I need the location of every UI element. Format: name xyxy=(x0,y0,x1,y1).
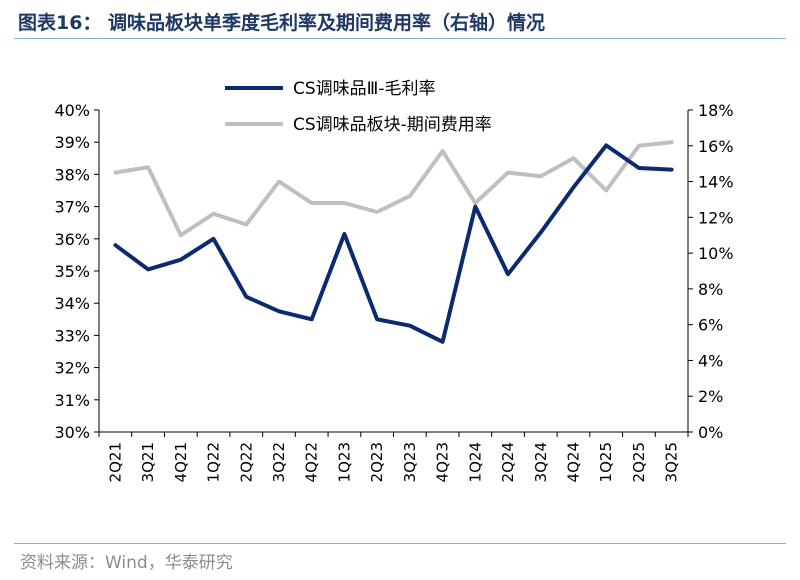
y-left-tick-label: 39% xyxy=(54,133,90,152)
y-right-tick-label: 10% xyxy=(698,244,734,263)
y-left-tick-label: 35% xyxy=(54,262,90,281)
x-tick-label: 4Q21 xyxy=(172,442,190,482)
y-left-tick-label: 33% xyxy=(54,326,90,345)
y-left-tick-label: 30% xyxy=(54,423,90,442)
y-left-tick-label: 31% xyxy=(54,391,90,410)
chart-title: 图表16： 调味品板块单季度毛利率及期间费用率（右轴）情况 xyxy=(18,12,546,34)
y-right-tick-label: 0% xyxy=(698,423,723,442)
bottom-divider xyxy=(14,543,786,544)
x-tick-label: 2Q22 xyxy=(237,442,255,482)
x-tick-label: 2Q24 xyxy=(499,442,517,482)
x-tick-label: 3Q25 xyxy=(663,442,681,482)
x-tick-label: 2Q25 xyxy=(630,442,648,482)
y-left-tick-label: 36% xyxy=(54,230,90,249)
x-tick-label: 2Q21 xyxy=(106,442,124,482)
axes-group: 30% 31% 32% 33% 34% 35% 36% 37% 38% 39% 40% 0% 2% 4% 6… xyxy=(54,101,733,482)
series-line-expense-ratio xyxy=(113,140,674,238)
x-tick-label: 4Q22 xyxy=(303,442,321,482)
y-right-tick-label: 8% xyxy=(698,280,723,299)
y-left-tick-label: 37% xyxy=(54,198,90,217)
y-left-tick-label: 40% xyxy=(54,101,90,120)
series-group xyxy=(113,140,674,344)
legend: CS调味品Ⅲ-毛利率 CS调味品板块-期间费用率 xyxy=(225,79,492,135)
x-tick-label: 2Q23 xyxy=(368,442,386,482)
series-line-gross-margin xyxy=(113,143,674,344)
source-note: 资料来源：Wind，华泰研究 xyxy=(20,553,233,573)
y-right-tick-label: 14% xyxy=(698,173,734,192)
y-right-tick-label: 16% xyxy=(698,137,734,156)
x-tick-label: 1Q24 xyxy=(466,442,484,482)
y-left-tick-label: 34% xyxy=(54,294,90,313)
legend-label-expense-ratio: CS调味品板块-期间费用率 xyxy=(293,115,492,135)
x-tick-label: 1Q23 xyxy=(335,442,353,482)
y-left-tick-label: 32% xyxy=(54,359,90,378)
x-tick-label: 3Q23 xyxy=(401,442,419,482)
y-right-tick-label: 2% xyxy=(698,387,723,406)
x-tick-label: 4Q23 xyxy=(434,442,452,482)
top-divider xyxy=(14,38,786,39)
x-tick-label: 1Q25 xyxy=(597,442,615,482)
legend-label-gross-margin: CS调味品Ⅲ-毛利率 xyxy=(293,79,436,99)
x-tick-label: 3Q22 xyxy=(270,442,288,482)
x-tick-label: 3Q24 xyxy=(532,442,550,482)
y-left-tick-label: 38% xyxy=(54,165,90,184)
y-right-tick-label: 18% xyxy=(698,101,734,120)
y-right-tick-label: 6% xyxy=(698,316,723,335)
x-tick-label: 3Q21 xyxy=(139,442,157,482)
y-right-tick-label: 4% xyxy=(698,351,723,370)
x-tick-label: 1Q22 xyxy=(205,442,223,482)
y-right-tick-label: 12% xyxy=(698,208,734,227)
x-tick-label: 4Q24 xyxy=(564,442,582,482)
